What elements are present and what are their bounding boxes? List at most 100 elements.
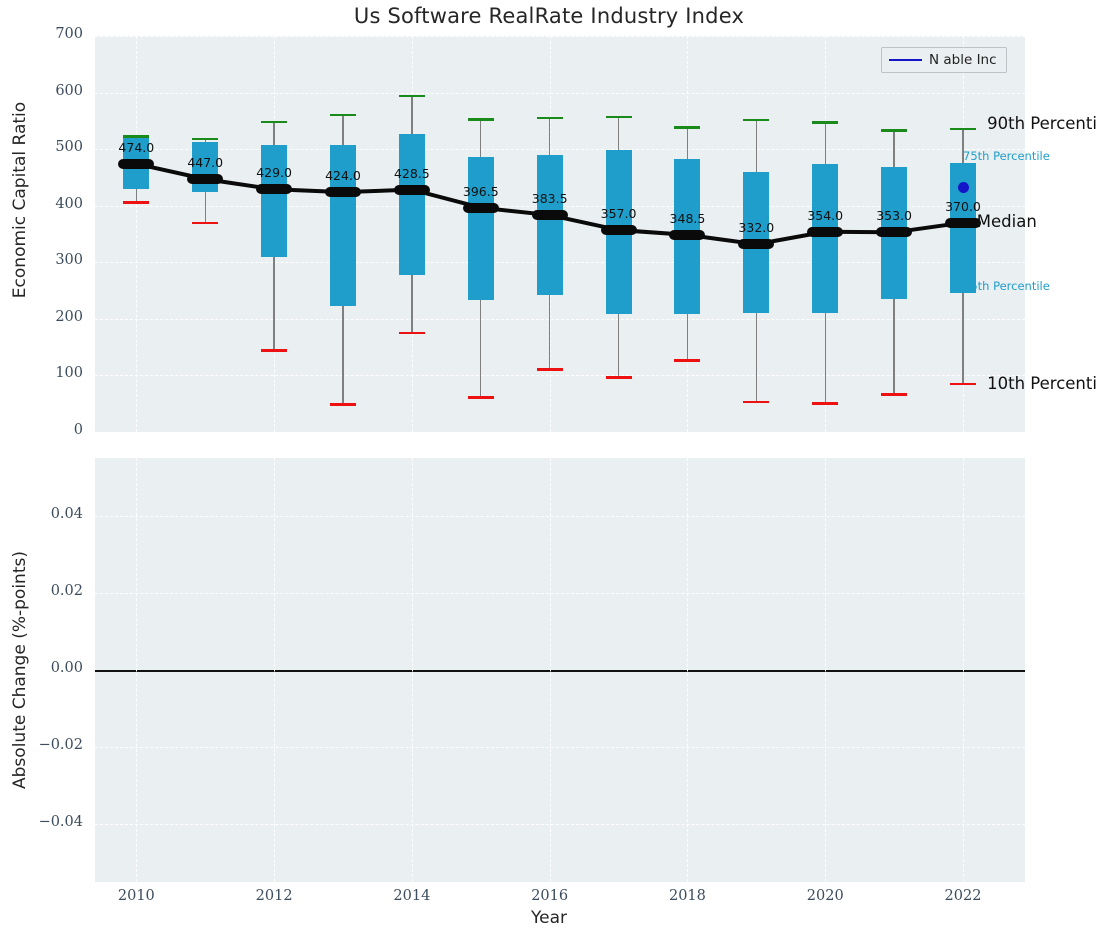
grid-line-vertical bbox=[411, 458, 413, 882]
median-value-label: 428.5 bbox=[393, 165, 430, 181]
legend[interactable]: N able Inc bbox=[881, 47, 1007, 73]
median-marker bbox=[600, 225, 637, 236]
x-tick-label: 2018 bbox=[668, 888, 706, 904]
grid-line-horizontal bbox=[95, 592, 1025, 594]
grid-line-horizontal bbox=[95, 36, 1025, 37]
y-tick-label: 200 bbox=[55, 308, 83, 325]
median-value-label: 447.0 bbox=[187, 155, 224, 171]
median-marker bbox=[118, 158, 155, 169]
grid-line-vertical bbox=[549, 458, 551, 882]
median-marker bbox=[531, 210, 568, 221]
median-value-label: 357.0 bbox=[600, 206, 637, 222]
cap-90th-percentile bbox=[743, 118, 770, 122]
grid-line-vertical bbox=[963, 458, 964, 882]
box-2016 bbox=[536, 154, 563, 295]
y-tick-label: 0 bbox=[73, 422, 83, 438]
y-tick-label: 700 bbox=[55, 26, 83, 42]
cap-10th-percentile bbox=[192, 221, 219, 225]
cap-90th-percentile bbox=[812, 121, 839, 125]
x-tick-label: 2020 bbox=[806, 888, 844, 904]
cap-10th-percentile bbox=[812, 402, 839, 405]
box-2015 bbox=[467, 157, 494, 300]
cap-90th-percentile bbox=[467, 118, 494, 121]
median-value-label: 353.0 bbox=[876, 208, 913, 224]
cap-10th-percentile bbox=[261, 349, 288, 352]
box-2020 bbox=[812, 163, 839, 314]
grid-line-horizontal bbox=[95, 318, 1025, 320]
legend-label-n-able-inc: N able Inc bbox=[929, 52, 997, 68]
legend-line-icon bbox=[889, 59, 922, 61]
cap-10th-percentile bbox=[123, 201, 150, 204]
median-marker bbox=[187, 174, 224, 185]
median-marker bbox=[945, 217, 981, 228]
y-tick-label: 500 bbox=[55, 139, 83, 156]
cap-90th-percentile bbox=[536, 116, 563, 120]
cap-10th-percentile bbox=[674, 359, 701, 362]
75th-percentile-annotation: 75th Percentile bbox=[963, 148, 1050, 163]
cap-10th-percentile bbox=[881, 392, 908, 396]
grid-line-horizontal bbox=[95, 432, 1025, 433]
cap-90th-percentile bbox=[605, 115, 632, 119]
10th-percentile-annotation: 10th Percentile bbox=[987, 373, 1098, 393]
median-value-label: 354.0 bbox=[807, 207, 844, 223]
grid-line-vertical bbox=[825, 458, 827, 882]
y-tick-label: 300 bbox=[55, 252, 83, 269]
median-marker bbox=[669, 229, 706, 240]
median-marker bbox=[738, 239, 775, 250]
cap-90th-percentile bbox=[261, 120, 288, 124]
median-annotation: Median bbox=[976, 211, 1037, 231]
grid-line-horizontal bbox=[95, 824, 1025, 826]
x-axis-label: Year bbox=[531, 908, 567, 928]
zero-line bbox=[95, 670, 1025, 672]
cap-10th-percentile bbox=[950, 382, 976, 386]
cap-90th-percentile bbox=[123, 135, 150, 138]
median-marker bbox=[393, 184, 430, 195]
median-marker bbox=[876, 227, 913, 238]
grid-line-vertical bbox=[136, 36, 138, 432]
grid-line-horizontal bbox=[95, 92, 1025, 94]
y-tick-label: 0.02 bbox=[50, 582, 83, 599]
median-marker bbox=[325, 187, 361, 198]
x-tick-label: 2016 bbox=[531, 888, 569, 904]
median-value-label: 332.0 bbox=[738, 220, 775, 236]
box-2014 bbox=[398, 133, 425, 276]
90th-percentile-annotation: 90th Percentile bbox=[987, 113, 1098, 133]
median-marker bbox=[807, 226, 844, 237]
median-marker bbox=[462, 202, 499, 213]
chart-title: Us Software RealRate Industry Index bbox=[353, 4, 745, 28]
grid-line-vertical bbox=[687, 458, 689, 882]
y-tick-label: 0.00 bbox=[50, 660, 83, 676]
cap-90th-percentile bbox=[192, 137, 219, 141]
y-tick-label: −0.04 bbox=[38, 814, 83, 831]
median-value-label: 396.5 bbox=[462, 183, 499, 199]
25th-percentile-annotation: 25th Percentile bbox=[963, 278, 1050, 293]
median-value-label: 424.0 bbox=[325, 168, 361, 184]
cap-90th-percentile bbox=[881, 129, 908, 132]
cap-10th-percentile bbox=[743, 400, 770, 404]
median-value-label: 370.0 bbox=[945, 198, 981, 214]
company-data-point[interactable] bbox=[957, 182, 969, 194]
x-tick-label: 2022 bbox=[944, 888, 982, 904]
grid-line-horizontal bbox=[95, 149, 1025, 151]
median-value-label: 474.0 bbox=[118, 139, 155, 155]
cap-10th-percentile bbox=[605, 375, 632, 379]
cap-90th-percentile bbox=[398, 94, 425, 98]
grid-line-vertical bbox=[274, 458, 276, 882]
grid-line-horizontal bbox=[95, 515, 1025, 517]
x-tick-label: 2012 bbox=[255, 888, 293, 904]
cap-10th-percentile bbox=[536, 368, 563, 371]
cap-90th-percentile bbox=[330, 113, 356, 117]
cap-10th-percentile bbox=[398, 331, 425, 335]
grid-line-vertical bbox=[136, 458, 138, 882]
grid-line-horizontal bbox=[95, 747, 1025, 749]
cap-10th-percentile bbox=[330, 403, 356, 406]
median-value-label: 348.5 bbox=[669, 210, 706, 226]
y-tick-label: 0.04 bbox=[50, 505, 83, 522]
grid-line-horizontal bbox=[95, 375, 1025, 377]
cap-90th-percentile bbox=[950, 127, 976, 131]
cap-90th-percentile bbox=[674, 125, 701, 129]
y-tick-label: 100 bbox=[55, 365, 83, 382]
cap-10th-percentile bbox=[467, 396, 494, 399]
x-tick-label: 2010 bbox=[117, 888, 155, 904]
